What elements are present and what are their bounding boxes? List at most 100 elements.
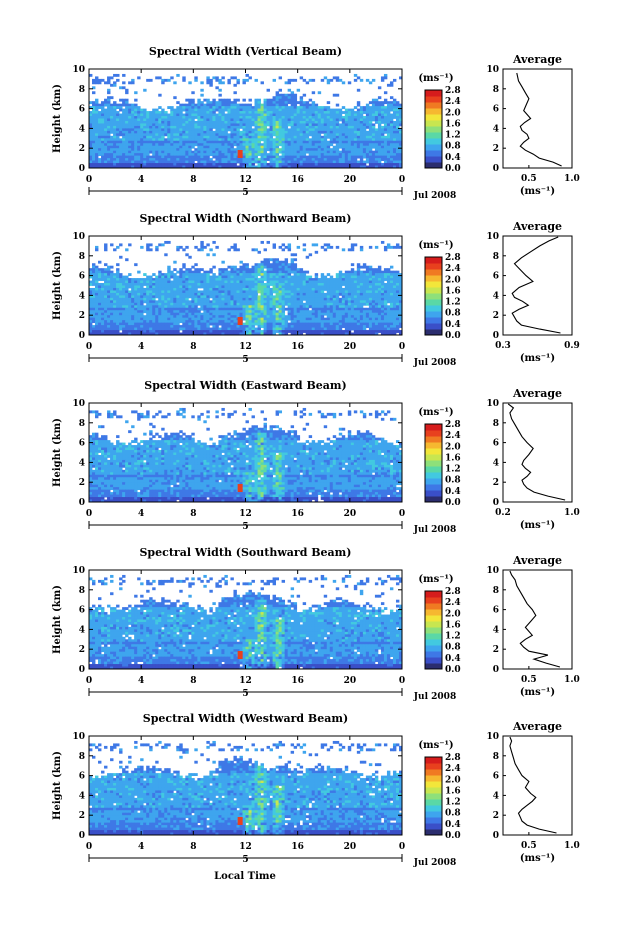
heatmap-cell [377, 275, 382, 279]
heatmap-cell [278, 140, 283, 144]
heatmap-cell [362, 163, 367, 166]
heatmap-cell [314, 125, 319, 129]
heatmap-cell [251, 158, 255, 161]
heatmap-cell [353, 155, 358, 159]
heatmap-cell [314, 275, 319, 279]
heatmap-cell [200, 283, 204, 286]
heatmap-cell [260, 103, 264, 107]
heatmap-cell [362, 165, 367, 168]
heatmap-cell [149, 135, 153, 139]
heatmap-cell [356, 283, 361, 286]
heatmap-cell [290, 98, 295, 102]
heatmap-cell [320, 123, 325, 127]
heatmap-cell [305, 280, 310, 284]
heatmap-cell [371, 101, 376, 105]
heatmap-cell [164, 307, 168, 311]
heatmap-cell [272, 243, 276, 247]
heatmap-cell [161, 81, 165, 85]
heatmap-cell [371, 103, 376, 107]
heatmap-cell [203, 245, 207, 249]
heatmap-cell [203, 145, 207, 149]
heatmap-cell [338, 111, 343, 114]
heatmap-cell [245, 108, 249, 112]
heatmap-cell [269, 108, 273, 112]
heatmap-cell [290, 133, 295, 137]
heatmap-cell [395, 310, 400, 314]
heatmap-cell [287, 145, 292, 149]
heatmap-cell [389, 290, 394, 294]
heatmap-cell [191, 133, 195, 137]
heatmap-cell [299, 135, 304, 139]
heatmap-cell [359, 165, 364, 168]
heatmap-cell [290, 310, 295, 314]
heatmap-cell [239, 130, 243, 134]
heatmap-cell [227, 163, 231, 166]
heatmap-cell [191, 283, 195, 286]
heatmap-cell [185, 143, 189, 147]
heatmap-cell [221, 128, 225, 132]
heatmap-cell [107, 270, 111, 274]
heatmap-cell [233, 265, 237, 269]
heatmap-cell [311, 101, 316, 105]
heatmap-cell [272, 128, 276, 132]
heatmap-cell [260, 268, 264, 272]
heatmap-cell [254, 98, 258, 102]
heatmap-cell [155, 113, 159, 117]
heatmap-cell [155, 280, 159, 284]
heatmap-cell [305, 133, 310, 137]
heatmap-cell [368, 150, 373, 154]
heatmap-cell [344, 163, 349, 166]
heatmap-cell [185, 153, 189, 157]
heatmap-cell [257, 270, 261, 274]
heatmap-cell [335, 128, 340, 132]
heatmap-cell [371, 140, 376, 144]
heatmap-cell [242, 106, 246, 109]
heatmap-cell [299, 133, 304, 137]
heatmap-cell [197, 297, 201, 301]
heatmap-cell [314, 163, 319, 166]
heatmap-cell [197, 108, 201, 112]
heatmap-cell [131, 312, 135, 316]
heatmap-cell [263, 260, 267, 264]
heatmap-cell [155, 116, 159, 119]
heatmap-cell [380, 150, 385, 154]
heatmap-cell [341, 153, 346, 157]
heatmap-cell [176, 280, 180, 284]
heatmap-cell [89, 120, 93, 124]
heatmap-cell [383, 118, 388, 122]
heatmap-cell [338, 310, 343, 314]
heatmap-cell [287, 287, 292, 291]
heatmap-cell [323, 297, 328, 301]
heatmap-cell [242, 307, 246, 311]
heatmap-cell [227, 120, 231, 124]
heatmap-cell [362, 160, 367, 164]
heatmap-cell [158, 312, 162, 316]
heatmap-cell [206, 116, 210, 119]
heatmap-cell [230, 163, 234, 166]
heatmap-cell [344, 123, 349, 127]
heatmap-cell [182, 123, 186, 127]
heatmap-cell [290, 268, 295, 272]
heatmap-cell [284, 103, 289, 107]
heatmap-cell [197, 118, 201, 122]
heatmap-cell [170, 143, 174, 147]
heatmap-cell [122, 315, 126, 319]
heatmap-cell [260, 305, 264, 309]
heatmap-cell [398, 138, 402, 142]
heatmap-cell [104, 138, 108, 142]
heatmap-cell [89, 307, 93, 311]
heatmap-cell [185, 275, 189, 279]
heatmap-cell [353, 310, 358, 314]
colorbar-swatch [425, 156, 442, 163]
heatmap-cell [350, 270, 355, 274]
heatmap-cell [398, 275, 402, 279]
heatmap-cell [152, 111, 156, 114]
heatmap-cell [146, 140, 150, 144]
heatmap-cell [323, 280, 328, 284]
heatmap-cell [386, 290, 391, 294]
heatmap-cell [146, 143, 150, 147]
heatmap-cell [383, 138, 388, 142]
heatmap-cell [281, 135, 286, 139]
heatmap-cell [224, 307, 228, 311]
heatmap-cell [212, 123, 216, 127]
